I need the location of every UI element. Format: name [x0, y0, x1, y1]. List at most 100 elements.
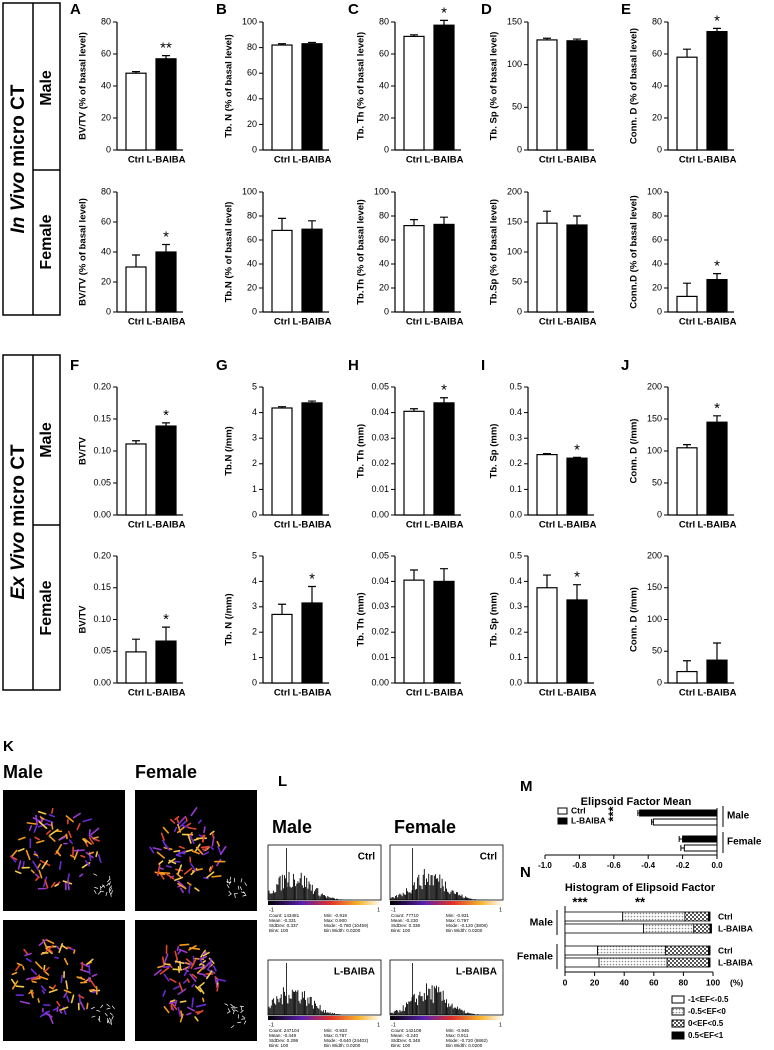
- trabecula: [180, 1010, 184, 1019]
- y-tick-label: 0.2: [509, 458, 522, 468]
- category-label: L-BAIBA: [146, 155, 185, 166]
- trabecula: [28, 825, 33, 832]
- trabecula: [25, 976, 37, 981]
- error-bar: [440, 397, 448, 403]
- histogram-stat: Bins: 100: [269, 928, 289, 933]
- significance: *: [574, 569, 580, 586]
- category-label: Ctrl: [679, 520, 695, 531]
- significance: *: [574, 441, 580, 458]
- bone-outline: [227, 1008, 231, 1013]
- category-label: L-BAIBA: [424, 155, 463, 166]
- trabecula: [183, 967, 190, 972]
- legend-swatch: [671, 995, 685, 1004]
- trabecula: [67, 879, 70, 891]
- histogram-stat: Mean: -0.449: [269, 1033, 297, 1038]
- y-tick-label: 0.04: [371, 576, 389, 586]
- trabecula: [22, 965, 25, 971]
- bar-segment: [693, 923, 711, 934]
- trabecula: [149, 846, 155, 854]
- trabecula: [63, 989, 72, 994]
- histogram-stat: Min: -0.919: [324, 913, 347, 918]
- histogram-stat: Max: 0.797: [446, 918, 469, 923]
- error-bar: [651, 819, 654, 825]
- column-label: Male: [3, 762, 43, 782]
- trabecula: [177, 988, 187, 996]
- panel-letter: J: [621, 357, 629, 374]
- trabecula: [191, 997, 194, 1008]
- trabecula: [88, 828, 91, 837]
- trabecula: [178, 982, 183, 992]
- bar-chart: B 0 20 40 60 80 100 Tb. N (% of basal level) Ctr…: [216, 1, 332, 166]
- trabecula: [202, 997, 205, 1003]
- y-tick-label: 0.01: [371, 652, 389, 662]
- trabecula: [212, 965, 217, 972]
- histogram-stat: Count: 247104: [269, 1028, 300, 1033]
- trabecula: [94, 838, 100, 842]
- trabecula: [152, 847, 162, 851]
- significance: *: [163, 407, 169, 424]
- trabecula: [176, 864, 183, 876]
- trabecula: [219, 845, 227, 856]
- significance: ***: [572, 894, 588, 909]
- method-label: In Vivo micro CT: [8, 84, 29, 233]
- bar-segment: [564, 923, 644, 934]
- trabecula: [95, 851, 99, 858]
- y-tick-label: 0: [106, 306, 111, 316]
- trabecula: [173, 850, 181, 853]
- trabecula: [191, 850, 200, 855]
- trabecula: [30, 968, 38, 976]
- bar: [271, 407, 293, 516]
- trabecula: [194, 887, 200, 892]
- panel-letter: N: [520, 864, 531, 881]
- trabecula: [84, 860, 91, 867]
- bar: [271, 229, 293, 313]
- bone-outline: [234, 1009, 239, 1012]
- category-label: L-BAIBA: [292, 688, 331, 699]
- trabecula: [56, 1006, 59, 1012]
- histogram-label: L-BAIBA: [334, 967, 375, 978]
- bar: [155, 58, 177, 151]
- category-label: L-BAIBA: [557, 155, 596, 166]
- y-tick-label: 0.10: [93, 445, 111, 455]
- trabecula: [196, 966, 205, 974]
- histogram-stat: Bins: 100: [269, 1043, 289, 1048]
- y-tick-label: 20: [247, 119, 257, 129]
- y-tick-label: 0.4: [509, 407, 522, 417]
- significance: **: [635, 894, 646, 909]
- histogram-stat: Mean: -0.230: [391, 918, 419, 923]
- trabecula: [159, 967, 170, 975]
- y-tick-label: 0.2: [509, 627, 522, 637]
- group-label: Male: [530, 916, 554, 928]
- category-label: Ctrl: [679, 155, 695, 166]
- y-tick-label: 20: [379, 112, 389, 122]
- trabecula: [88, 851, 95, 855]
- group-label: Female: [727, 837, 762, 848]
- panel-letter: E: [621, 1, 631, 18]
- bar-segment: [665, 945, 709, 956]
- trabecula: [203, 826, 206, 834]
- trabecula: [65, 833, 68, 840]
- trabecula: [196, 982, 205, 989]
- error-bar: [308, 41, 316, 44]
- trabecula: [211, 875, 222, 878]
- trabecula: [186, 1006, 196, 1012]
- bone-outline: [105, 891, 108, 896]
- color-bar: [268, 1016, 381, 1020]
- category-label: Ctrl: [274, 317, 290, 328]
- trabecula: [43, 966, 50, 973]
- y-axis-label: Tb. N (% of basal level): [224, 34, 235, 137]
- y-tick-label: 40: [247, 93, 257, 103]
- trabecula: [158, 860, 164, 865]
- y-axis-label: Tb.Th (% of basal level): [356, 199, 367, 305]
- y-tick-label: 80: [652, 16, 662, 26]
- y-tick-label: 0.1: [509, 652, 522, 662]
- category-label: L-BAIBA: [718, 923, 753, 933]
- y-tick-label: 0.20: [93, 550, 111, 560]
- bar-chart: 0 20 40 60 80 BV/TV (% of basal level) Ctrl L-B…: [78, 186, 186, 327]
- legend-swatch: [557, 817, 568, 825]
- histogram-stat: Mode: -0.640 (24402): [324, 1038, 369, 1043]
- bar-chart: 0 20 40 60 80 100 Conn.D (% of basal level) Ctr…: [629, 186, 737, 327]
- y-tick-label: 50: [652, 477, 662, 487]
